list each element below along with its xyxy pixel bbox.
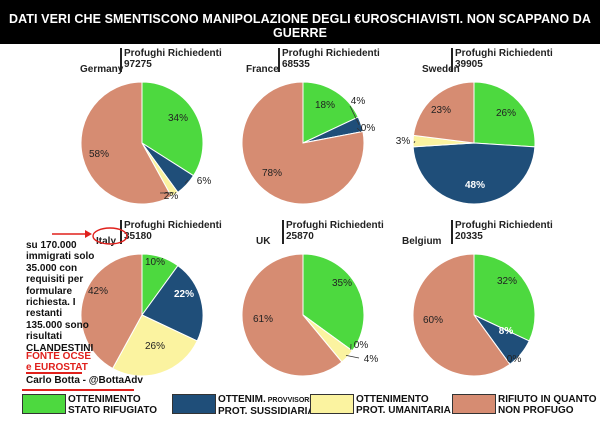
label-uk-subsidiary: 0%: [354, 340, 369, 351]
applicants-count-germany: 97275: [124, 59, 152, 70]
country-italy: Italy: [96, 236, 117, 247]
italy-side-note: su 170.000 immigrati solo 35.000 con req…: [26, 240, 95, 354]
label-france-refugee: 18%: [315, 100, 335, 111]
title-banner: DATI VERI CHE SMENTISCONO MANIPOLAZIONE …: [0, 0, 600, 44]
slice-belgium-rejected: [412, 253, 511, 377]
header-sweden: Profughi Richiedenti 39905: [455, 48, 553, 70]
slice-sweden-refugee: [473, 81, 536, 148]
label-germany-refugee: 34%: [168, 113, 188, 124]
label-sweden-refugee: 26%: [496, 108, 516, 119]
label-belgium-refugee: 32%: [497, 276, 517, 287]
label-belgium-humanitarian: 0%: [507, 354, 522, 365]
source-line-1: FONTE OCSE: [26, 351, 92, 362]
slice-uk-rejected: [241, 253, 343, 377]
applicants-label-france: Profughi Richiedenti: [282, 48, 380, 59]
chart-title: DATI VERI CHE SMENTISCONO MANIPOLAZIONE …: [8, 12, 592, 40]
country-belgium: Belgium: [402, 236, 442, 247]
label-germany-rejected: 58%: [89, 149, 109, 160]
header-divider-sweden: [451, 48, 453, 72]
label-sweden-humanitarian: 3%: [396, 136, 411, 147]
applicants-count-uk: 25870: [286, 231, 314, 242]
italy-arrow-head: [85, 230, 92, 238]
leader-sweden-humanitarian: [413, 140, 416, 144]
country-uk: UK: [256, 236, 271, 247]
label-uk-refugee: 35%: [332, 278, 352, 289]
header-divider-france: [278, 48, 280, 72]
header-divider-belgium: [451, 220, 453, 244]
header-france: Profughi Richiedenti 68535: [282, 48, 380, 70]
author-underline: [22, 389, 134, 391]
header-divider-italy: [120, 220, 122, 244]
label-italy-refugee: 10%: [145, 257, 165, 268]
header-belgium: Profughi Richiedenti 20335: [455, 220, 553, 242]
label-belgium-rejected: 60%: [423, 315, 443, 326]
applicants-label-uk: Profughi Richiedenti: [286, 220, 384, 231]
label-belgium-subsidiary: 8%: [499, 326, 514, 337]
country-sweden: Sweden: [422, 64, 460, 75]
legend-swatch-humanitarian: [310, 394, 354, 414]
author-credit: Carlo Botta - @BottaAdv: [26, 375, 143, 386]
pie-sweden: 26% 48% 3% 23%: [396, 81, 536, 205]
applicants-count-italy: 35180: [124, 231, 152, 242]
italy-circle: [92, 227, 128, 245]
label-germany-subsidiary: 6%: [197, 176, 212, 187]
slice-belgium-refugee: [473, 253, 536, 342]
slice-france-refugee: [302, 81, 359, 144]
label-france-rejected: 78%: [262, 168, 282, 179]
header-germany: Profughi Richiedenti 97275: [124, 48, 222, 70]
legend-swatch-subsidiary: [172, 394, 216, 414]
applicants-count-france: 68535: [282, 59, 310, 70]
italy-annotation: [52, 227, 128, 245]
legend-label-refugee: OTTENIMENTO STATO RIFUGIATO: [68, 394, 158, 416]
pie-uk: 35% 0% 4% 61%: [241, 253, 379, 377]
label-france-subsidiary: 4%: [351, 96, 366, 107]
applicants-label-sweden: Profughi Richiedenti: [455, 48, 553, 59]
legend-label-humanitarian: OTTENIMENTO PROT. UMANITARIA: [356, 394, 451, 416]
legend-label-rejected: RIFIUTO IN QUANTO NON PROFUGO: [498, 394, 597, 416]
label-sweden-rejected: 23%: [431, 105, 451, 116]
pie-france: 18% 4% 0% 78%: [241, 81, 376, 205]
applicants-label-germany: Profughi Richiedenti: [124, 48, 222, 59]
slice-sweden-rejected: [412, 81, 475, 144]
country-france: France: [246, 64, 279, 75]
slice-italy-rejected: [80, 253, 143, 370]
country-germany: Germany: [80, 64, 124, 75]
label-italy-subsidiary: 22%: [174, 289, 194, 300]
pie-italy: 10% 22% 26% 42%: [80, 253, 204, 377]
label-italy-humanitarian: 26%: [145, 341, 165, 352]
legend-swatch-rejected: [452, 394, 496, 414]
label-uk-rejected: 61%: [253, 314, 273, 325]
header-italy: Profughi Richiedenti 35180: [124, 220, 222, 242]
leader-france-humanitarian: [356, 127, 362, 133]
applicants-count-sweden: 39905: [455, 59, 483, 70]
label-uk-humanitarian: 4%: [364, 354, 379, 365]
source-underline: [26, 372, 82, 374]
legend-label-subsidiary: OTTENIM. PROVVISORIO PROT. SUSSIDIARIA: [218, 394, 317, 417]
header-divider-germany: [120, 48, 122, 72]
applicants-label-belgium: Profughi Richiedenti: [455, 220, 553, 231]
slice-france-rejected: [241, 81, 365, 205]
applicants-count-belgium: 20335: [455, 231, 483, 242]
leader-uk-humanitarian: [345, 355, 360, 359]
label-germany-humanitarian: 2%: [164, 191, 179, 202]
pie-germany: 34% 6% 2% 58%: [80, 81, 212, 205]
legend-swatch-refugee: [22, 394, 66, 414]
header-uk: Profughi Richiedenti 25870: [286, 220, 384, 242]
header-divider-uk: [282, 220, 284, 244]
source-note: FONTE OCSE e EUROSTAT: [26, 351, 92, 373]
source-line-2: e EUROSTAT: [26, 361, 88, 373]
leader-germany-subsidiary: [184, 179, 189, 184]
pie-belgium: 32% 8% 0% 60%: [412, 253, 536, 377]
label-france-humanitarian: 0%: [361, 123, 376, 134]
slice-sweden-subsidiary: [412, 142, 536, 205]
label-sweden-subsidiary: 48%: [465, 180, 485, 191]
label-italy-rejected: 42%: [88, 286, 108, 297]
slice-uk-refugee: [302, 253, 365, 352]
slice-germany-rejected: [80, 81, 173, 205]
applicants-label-italy: Profughi Richiedenti: [124, 220, 222, 231]
leader-france-subsidiary: [349, 105, 360, 125]
